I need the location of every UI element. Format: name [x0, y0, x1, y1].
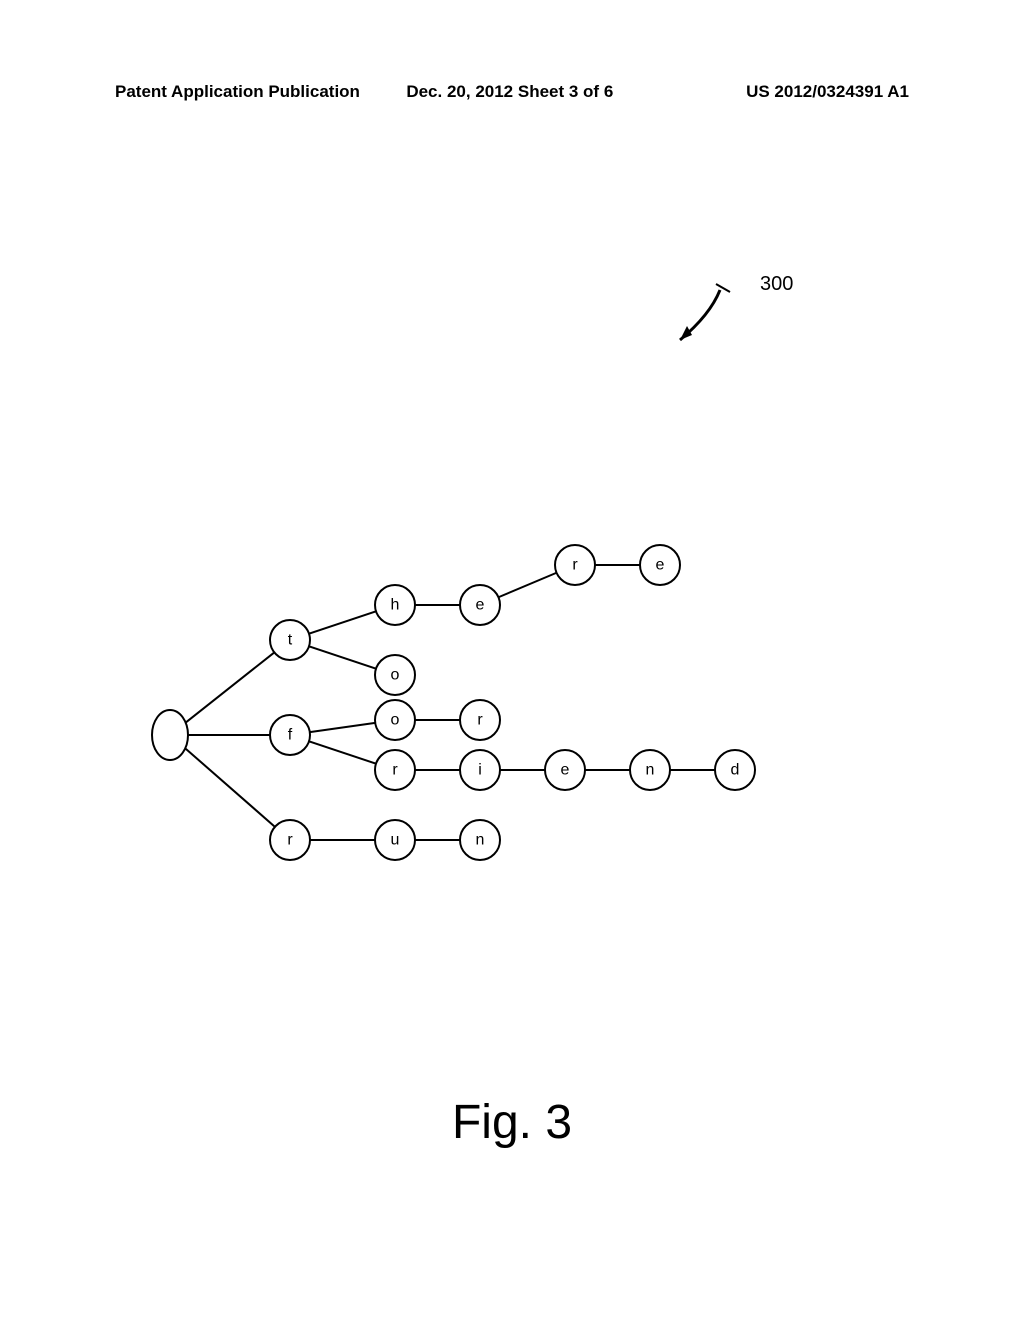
- tree-node-label: h: [391, 597, 400, 614]
- tree-node-label: t: [288, 632, 293, 649]
- tree-node-root: [152, 710, 188, 760]
- tree-diagram: t h o e r e f o r r i e n d r u n 300: [0, 130, 1024, 1030]
- tree-node-label: n: [646, 762, 655, 779]
- tree-node-label: d: [731, 762, 740, 779]
- header-publication: Patent Application Publication: [115, 82, 366, 102]
- reference-label: 300: [760, 273, 793, 295]
- tree-node-label: e: [476, 597, 485, 614]
- tree-node-label: e: [656, 557, 665, 574]
- page-header: Patent Application Publication Dec. 20, …: [0, 82, 1024, 102]
- tree-edge: [184, 747, 275, 827]
- header-date-sheet: Dec. 20, 2012 Sheet 3 of 6: [366, 82, 657, 102]
- reference-arrow-head: [680, 326, 692, 340]
- tree-node-label: e: [561, 762, 570, 779]
- tree-node-label: u: [391, 832, 400, 849]
- tree-edge: [498, 573, 556, 597]
- tree-node-label: r: [572, 557, 578, 574]
- tree-node-label: r: [477, 712, 483, 729]
- tree-edge: [184, 652, 274, 723]
- tree-edge: [309, 646, 376, 668]
- tree-edge: [309, 611, 376, 633]
- tree-node-label: o: [391, 712, 400, 729]
- header-patent-number: US 2012/0324391 A1: [658, 82, 909, 102]
- tree-edge: [309, 741, 376, 763]
- tree-edge: [310, 723, 375, 732]
- figure-label: Fig. 3: [0, 1095, 1024, 1150]
- tree-node-label: i: [478, 762, 482, 779]
- tree-node-label: r: [287, 832, 293, 849]
- tree-node-label: o: [391, 667, 400, 684]
- tree-node-label: n: [476, 832, 485, 849]
- tree-node-label: f: [288, 727, 293, 744]
- tree-node-label: r: [392, 762, 398, 779]
